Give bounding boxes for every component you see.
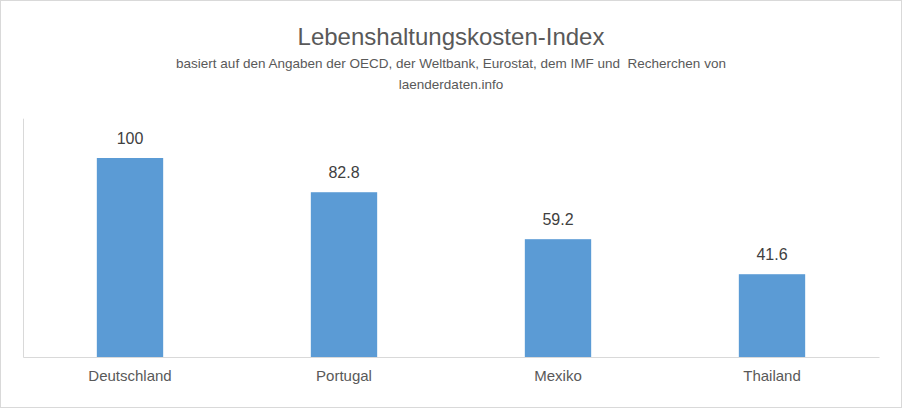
x-tick-label: Thailand bbox=[743, 367, 801, 384]
y-axis bbox=[23, 119, 24, 358]
bar bbox=[311, 192, 377, 357]
data-label: 82.8 bbox=[328, 164, 359, 181]
bar bbox=[97, 158, 163, 357]
data-label: 59.2 bbox=[542, 211, 573, 228]
bars bbox=[97, 158, 805, 357]
chart-border bbox=[1, 1, 902, 408]
x-axis-line bbox=[24, 357, 880, 358]
data-label: 41.6 bbox=[756, 246, 787, 263]
chart-container: Lebenshaltungskosten-Index basiert auf de… bbox=[0, 0, 902, 408]
x-tick: Mexiko bbox=[534, 367, 582, 384]
x-tick: Portugal bbox=[316, 367, 372, 384]
x-tick-label: Deutschland bbox=[88, 367, 171, 384]
x-tick-label: Portugal bbox=[316, 367, 372, 384]
y-axis-line bbox=[23, 119, 24, 358]
x-tick: Thailand bbox=[743, 367, 801, 384]
x-axis: Deutschland Portugal Mexiko Thailand bbox=[24, 358, 880, 384]
bar bbox=[525, 239, 591, 357]
chart-svg: Lebenshaltungskosten-Index basiert auf de… bbox=[0, 0, 902, 408]
x-tick: Deutschland bbox=[88, 367, 171, 384]
data-labels: 100 82.8 59.2 41.6 bbox=[117, 130, 788, 263]
subtitle: basiert auf den Angaben der OECD, der We… bbox=[176, 56, 726, 71]
x-tick-label: Mexiko bbox=[534, 367, 582, 384]
title: Lebenshaltungskosten-Index bbox=[298, 23, 605, 50]
bar bbox=[739, 274, 805, 357]
data-label: 100 bbox=[117, 130, 144, 147]
subtitle: laenderdaten.info bbox=[399, 77, 503, 92]
